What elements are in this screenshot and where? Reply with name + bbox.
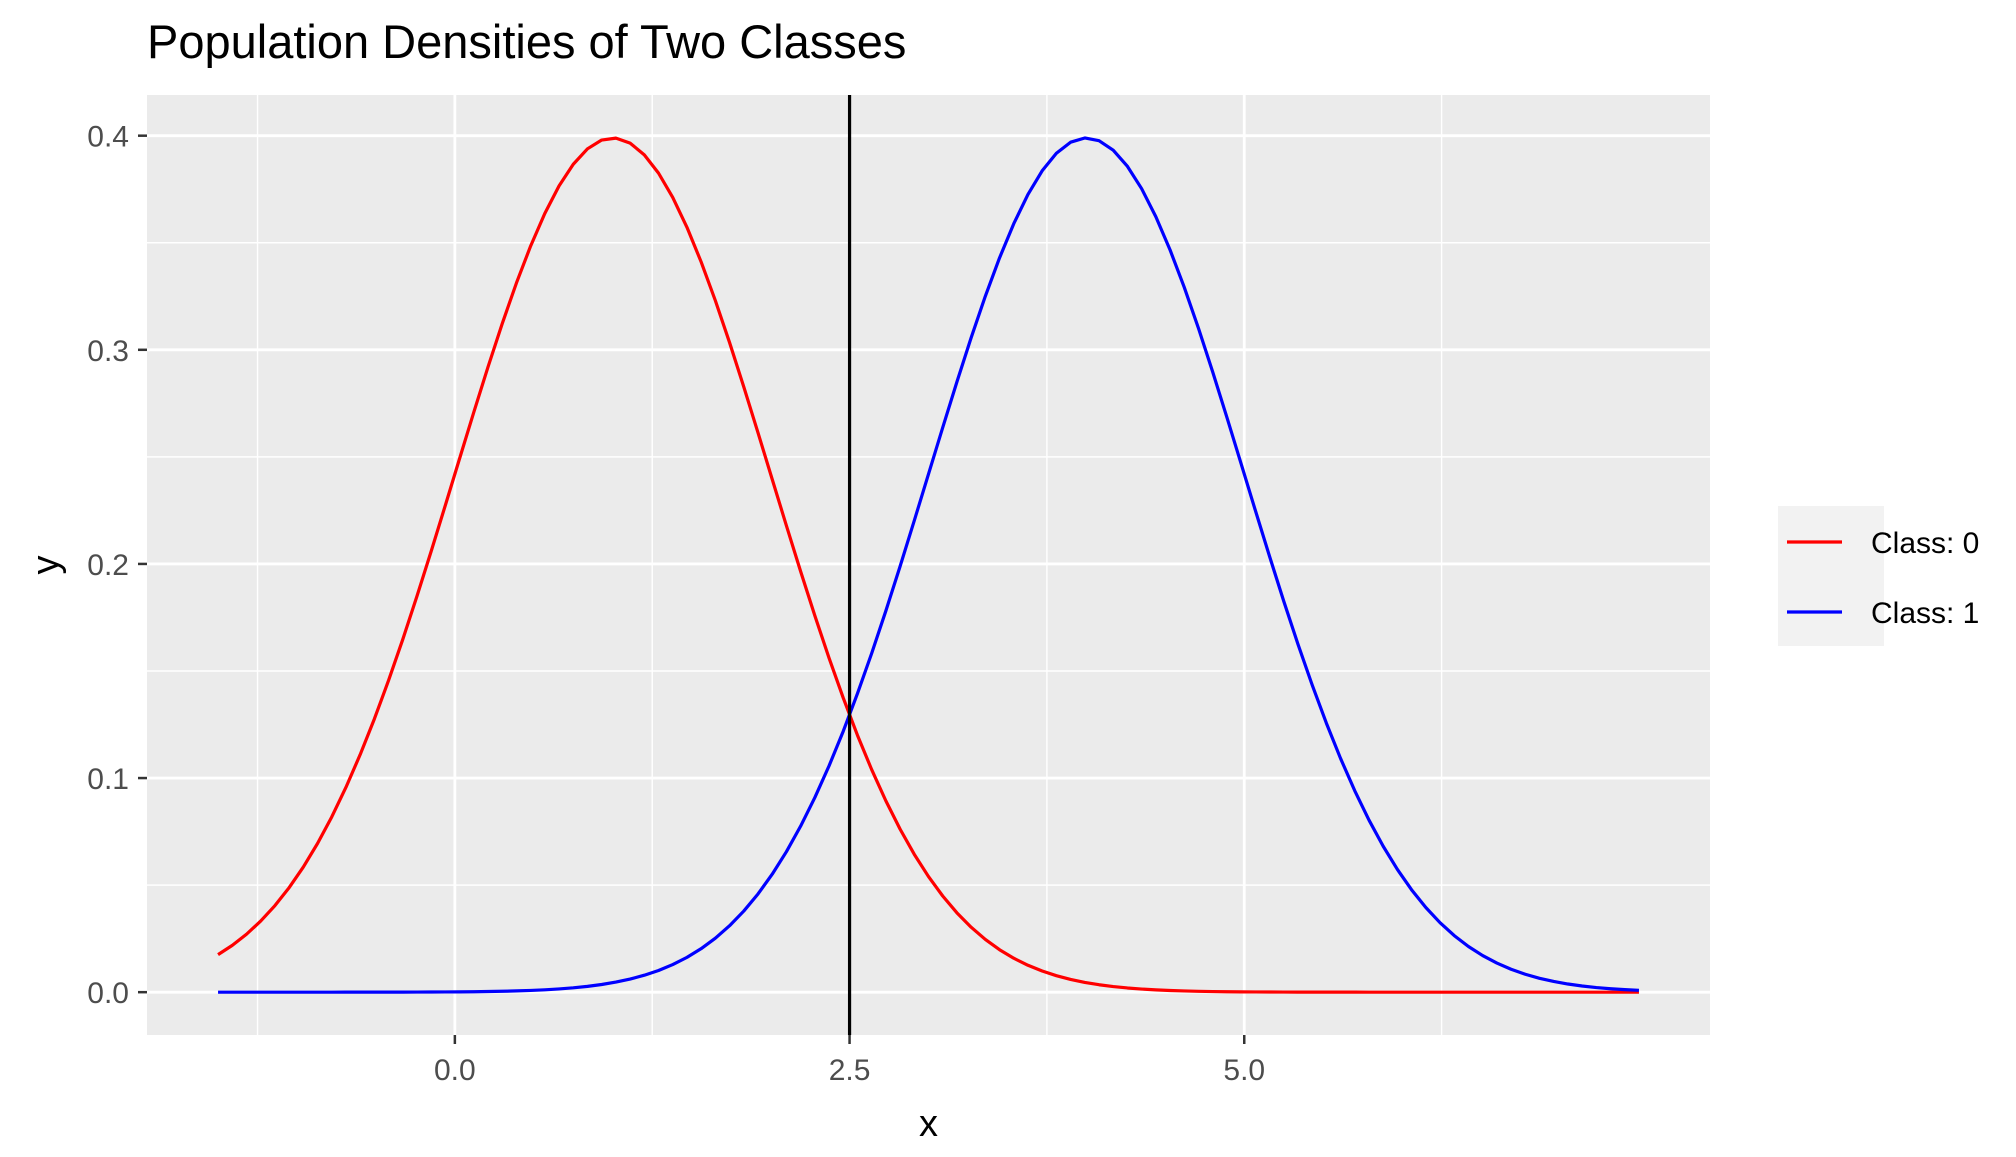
series-line-0 (217, 136, 1639, 994)
y-tick-label: 0.2 (87, 549, 129, 582)
x-axis-title: x (919, 1103, 938, 1145)
series-line-1 (218, 136, 1640, 994)
y-axis: 0.0 0.1 0.2 0.3 0.4 (87, 121, 147, 1010)
y-tick-label: 0.0 (87, 977, 129, 1010)
x-tick-label: 0.0 (434, 1054, 476, 1087)
series-layer (217, 136, 1640, 994)
y-tick-label: 0.4 (87, 121, 129, 154)
x-tick-label: 2.5 (829, 1054, 871, 1087)
chart-title: Population Densities of Two Classes (147, 15, 906, 68)
y-tick-label: 0.1 (87, 763, 129, 796)
y-tick-label: 0.3 (87, 335, 129, 368)
legend: Class: 0 Class: 1 (1778, 506, 1979, 646)
legend-label: Class: 1 (1871, 597, 1979, 630)
legend-label: Class: 0 (1871, 527, 1979, 560)
legend-background (1778, 506, 1884, 646)
y-axis-title: y (25, 556, 67, 575)
x-tick-label: 5.0 (1223, 1054, 1265, 1087)
x-axis: 0.0 2.5 5.0 (434, 1035, 1265, 1087)
